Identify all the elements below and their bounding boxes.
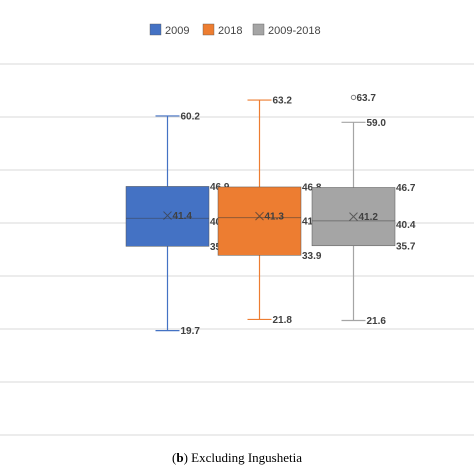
label-max: 63.2: [273, 96, 293, 107]
legend-swatch-2009: [149, 23, 162, 36]
box-2009-2018: 59.0 21.6 46.7 35.7 40.4 41.2 63.7: [311, 93, 416, 327]
box-iqr: [125, 186, 210, 247]
legend-label-2009: 2009: [165, 25, 189, 37]
mean-marker: [255, 211, 264, 221]
outlier-point: [350, 94, 357, 101]
legend-label-2009-2018: 2009-2018: [268, 25, 321, 37]
box-iqr: [217, 186, 302, 256]
label-mean: 41.3: [265, 212, 285, 223]
box-series: 60.219.746.935.640.941.463.221.846.833.9…: [125, 93, 416, 337]
label-min: 21.8: [273, 315, 293, 326]
mean-marker: [349, 212, 358, 221]
mean-marker: [163, 211, 172, 220]
box-2018: 63.221.846.833.941.041.3: [217, 96, 322, 326]
legend-label-2018: 2018: [218, 25, 242, 37]
figure-caption: (b) Excluding Ingushetia: [0, 450, 474, 466]
legend-swatch-2009-2018: [252, 23, 265, 36]
box-2009: 60.219.746.935.640.941.4: [125, 111, 230, 337]
label-max: 59.0: [367, 118, 387, 129]
label-mean: 41.2: [359, 212, 379, 223]
label-outlier: 63.7: [357, 93, 377, 104]
label-min: 19.7: [181, 326, 201, 337]
caption-open: (: [172, 450, 177, 465]
label-median: 40.4: [396, 220, 416, 231]
label-q1: 33.9: [302, 251, 322, 262]
label-min: 21.6: [367, 316, 387, 327]
legend-swatch-2018: [202, 23, 215, 36]
caption-text: ) Excluding Ingushetia: [183, 450, 302, 465]
caption-letter: b: [176, 450, 184, 465]
label-max: 60.2: [181, 111, 201, 122]
label-mean: 41.4: [173, 211, 193, 222]
label-q1: 35.7: [396, 241, 416, 252]
label-q3: 46.7: [396, 183, 416, 194]
legend: 2009 2018 2009-2018: [149, 23, 321, 37]
